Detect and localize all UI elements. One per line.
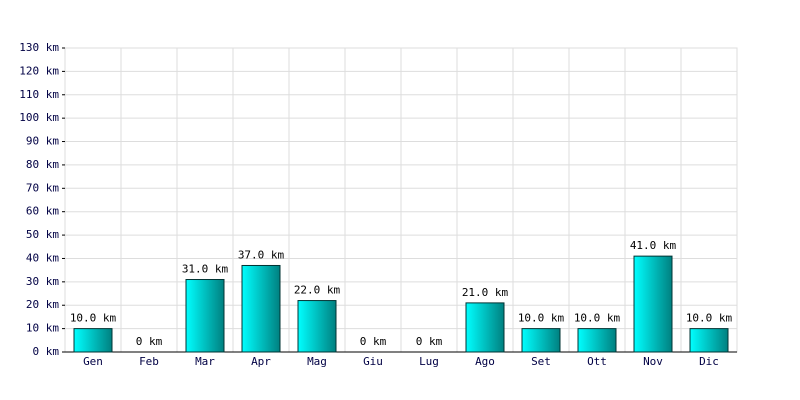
y-tick-label: 20 km	[26, 298, 59, 311]
y-tick-label: 110 km	[19, 88, 59, 101]
x-tick-label: Mar	[195, 355, 215, 368]
value-label: 22.0 km	[294, 284, 341, 297]
bar	[633, 255, 673, 353]
value-label: 10.0 km	[518, 312, 565, 325]
x-tick-label: Gen	[83, 355, 103, 368]
x-tick-label: Ago	[475, 355, 495, 368]
y-tick-label: 0 km	[33, 345, 60, 358]
y-tick-label: 50 km	[26, 228, 59, 241]
value-label: 0 km	[360, 335, 387, 348]
value-label: 31.0 km	[182, 263, 229, 276]
bar	[73, 328, 113, 353]
x-tick-label: Ott	[587, 355, 607, 368]
y-tick-label: 120 km	[19, 64, 59, 77]
bar	[297, 300, 337, 353]
x-tick-label: Feb	[139, 355, 159, 368]
y-tick-label: 30 km	[26, 275, 59, 288]
x-tick-label: Mag	[307, 355, 327, 368]
value-label: 10.0 km	[574, 312, 621, 325]
value-label: 0 km	[136, 335, 163, 348]
x-tick-label: Giu	[363, 355, 383, 368]
bar	[185, 279, 225, 353]
value-label: 21.0 km	[462, 286, 509, 299]
x-tick-label: Lug	[419, 355, 439, 368]
bar	[577, 328, 617, 353]
y-tick-label: 70 km	[26, 181, 59, 194]
bar	[689, 328, 729, 353]
y-tick-label: 130 km	[19, 41, 59, 54]
value-label: 10.0 km	[686, 312, 733, 325]
x-tick-label: Apr	[251, 355, 271, 368]
y-tick-label: 10 km	[26, 322, 59, 335]
bar	[241, 264, 281, 353]
x-tick-label: Nov	[643, 355, 663, 368]
y-tick-label: 40 km	[26, 251, 59, 264]
x-tick-label: Set	[531, 355, 551, 368]
value-label: 0 km	[416, 335, 443, 348]
y-tick-label: 80 km	[26, 158, 59, 171]
x-tick-label: Dic	[699, 355, 719, 368]
bar	[465, 302, 505, 353]
y-tick-label: 90 km	[26, 135, 59, 148]
value-label: 41.0 km	[630, 239, 677, 252]
value-label: 10.0 km	[70, 312, 117, 325]
y-tick-label: 60 km	[26, 205, 59, 218]
bar	[521, 328, 561, 353]
value-label: 37.0 km	[238, 248, 285, 261]
y-tick-label: 100 km	[19, 111, 59, 124]
